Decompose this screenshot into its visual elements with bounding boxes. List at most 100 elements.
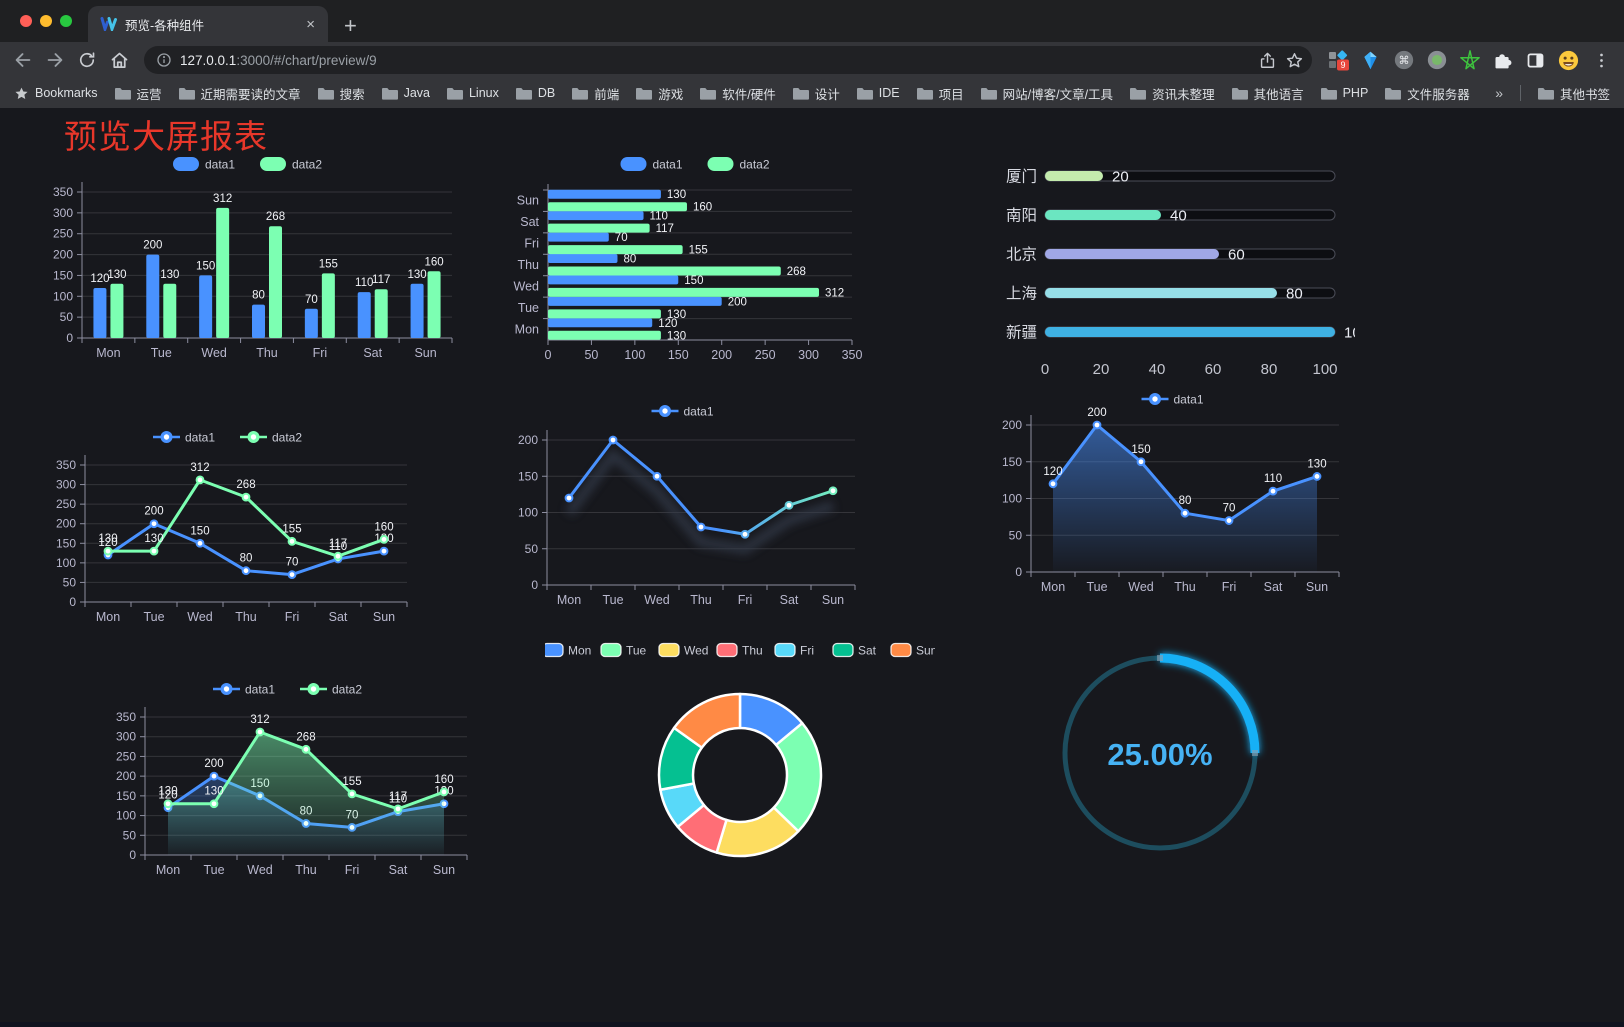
bookmark-item[interactable]: Linux	[446, 86, 499, 100]
other-bookmarks-label: 其他书签	[1559, 87, 1610, 102]
side-panel-icon[interactable]	[1520, 46, 1551, 74]
svg-text:Tue: Tue	[203, 863, 224, 877]
bookmark-item[interactable]: Java	[381, 86, 430, 100]
svg-text:150: 150	[518, 469, 538, 483]
bookmark-star-icon[interactable]	[1285, 51, 1304, 70]
gem-extension-icon[interactable]	[1355, 46, 1386, 74]
svg-text:Sun: Sun	[1306, 580, 1328, 594]
browser-tab[interactable]: 预览-各种组件 ×	[88, 6, 328, 42]
svg-text:Wed: Wed	[187, 610, 213, 624]
window-close-button[interactable]	[20, 15, 32, 27]
svg-text:100: 100	[1344, 325, 1355, 342]
star-extension-icon[interactable]	[1454, 46, 1485, 74]
grouped-bar-chart[interactable]: data1 data2 0 50 100 150 200 250 300 350 Mon Tue Wed…	[40, 150, 460, 375]
svg-text:160: 160	[434, 774, 453, 786]
bookmarks-overflow-chevrons[interactable]: »	[1495, 85, 1503, 101]
bookmark-item[interactable]: 资讯未整理	[1130, 84, 1215, 103]
bookmark-item[interactable]: 软件/硬件	[700, 84, 776, 103]
svg-text:Sun: Sun	[822, 593, 844, 607]
svg-text:130: 130	[204, 786, 223, 798]
folder-icon	[916, 87, 933, 100]
bookmark-item[interactable]: PHP	[1320, 86, 1368, 100]
svg-text:Mon: Mon	[557, 593, 581, 607]
folder-icon	[792, 87, 809, 100]
folder-icon	[1130, 87, 1147, 100]
extensions-puzzle-icon[interactable]	[1487, 46, 1518, 74]
new-tab-button[interactable]: +	[344, 13, 357, 38]
area-chart-two-series[interactable]: data1 data2 0 50 100 150 200 250 300 350 Mon Tue Wed…	[105, 665, 475, 890]
city-progress-canvas: 厦门 20 南阳 40 北京 60 上海 80 新疆 100 0 20 40 60 80 100	[1006, 168, 1369, 379]
svg-text:80: 80	[252, 290, 265, 302]
donut-chart[interactable]: Mon Tue Wed Thu Fri Sat Sun	[542, 630, 937, 892]
url-host: 127.0.0.1	[180, 52, 237, 68]
svg-text:70: 70	[615, 232, 628, 244]
svg-text:Tue: Tue	[1086, 580, 1107, 594]
svg-text:Tue: Tue	[151, 346, 172, 360]
bookmark-item[interactable]: 其他语言	[1231, 84, 1304, 103]
svg-text:155: 155	[342, 776, 361, 788]
svg-text:350: 350	[842, 348, 863, 362]
gauge-chart[interactable]: 25.00%	[1045, 630, 1275, 880]
folder-icon	[856, 87, 873, 100]
area-chart-single-series[interactable]: data1 0 50 100 150 200 Mon Tue Wed Thu Fri Sat Sun 12…	[995, 385, 1355, 597]
svg-text:Sun: Sun	[414, 346, 436, 360]
svg-text:70: 70	[286, 557, 299, 569]
back-icon[interactable]	[8, 45, 38, 75]
forward-icon[interactable]	[40, 45, 70, 75]
window-zoom-button[interactable]	[60, 15, 72, 27]
record-extension-icon[interactable]	[1421, 46, 1452, 74]
svg-text:200: 200	[53, 248, 73, 262]
folder-icon	[980, 87, 997, 100]
svg-text:130: 130	[160, 269, 179, 281]
svg-text:Thu: Thu	[690, 593, 712, 607]
bookmark-item[interactable]: 网站/博客/文章/工具	[980, 84, 1113, 103]
svg-text:350: 350	[116, 710, 136, 724]
home-icon[interactable]	[104, 45, 134, 75]
svg-text:150: 150	[1002, 455, 1022, 469]
svg-text:Sat: Sat	[363, 346, 382, 360]
bookmark-item[interactable]: 近期需要读的文章	[178, 84, 301, 103]
svg-text:Tue: Tue	[143, 610, 164, 624]
svg-text:70: 70	[305, 294, 318, 306]
reload-icon[interactable]	[72, 45, 102, 75]
line-chart-two-series[interactable]: data1 data2 0 50 100 150 200 250 300 350 Mon Tue Wed…	[45, 425, 415, 637]
window-minimize-button[interactable]	[40, 15, 52, 27]
svg-text:Fri: Fri	[738, 593, 753, 607]
svg-text:100: 100	[56, 556, 76, 570]
svg-text:120: 120	[98, 537, 117, 549]
bookmark-item[interactable]: 搜索	[317, 84, 365, 103]
svg-text:130: 130	[107, 269, 126, 281]
kebab-menu-icon[interactable]	[1586, 45, 1616, 75]
bookmark-item[interactable]: DB	[515, 86, 555, 100]
command-extension-icon[interactable]: ⌘	[1388, 46, 1419, 74]
svg-text:100: 100	[53, 289, 73, 303]
svg-text:data1: data1	[653, 157, 683, 171]
bookmarks-manager-item[interactable]: Bookmarks	[14, 86, 98, 101]
tab-close-icon[interactable]: ×	[306, 15, 315, 33]
extension-badge-icon[interactable]: 9	[1322, 46, 1353, 74]
svg-text:110: 110	[650, 211, 668, 223]
bookmark-item[interactable]: IDE	[856, 86, 900, 100]
bookmark-item[interactable]: 前端	[572, 84, 619, 103]
site-info-icon[interactable]	[156, 52, 172, 68]
gradient-line-chart[interactable]: data1 0 50 100 150 200 Mon Tue Wed Thu Fri Sat Sun	[505, 395, 865, 613]
emoji-extension-icon[interactable]	[1553, 46, 1584, 74]
bookmark-item[interactable]: 游戏	[636, 84, 683, 103]
svg-text:data1: data1	[205, 157, 235, 171]
bookmark-item[interactable]: 设计	[792, 84, 840, 103]
svg-text:0: 0	[129, 848, 136, 862]
svg-text:data2: data2	[740, 157, 770, 171]
city-progress-chart[interactable]: 厦门 20 南阳 40 北京 60 上海 80 新疆 100 0 20 40 60 80 100	[995, 150, 1369, 390]
bookmark-item[interactable]: 文件服务器	[1385, 84, 1470, 103]
share-icon[interactable]	[1258, 51, 1277, 70]
url-bar[interactable]: 127.0.0.1:3000/#/chart/preview/9	[144, 46, 1312, 74]
svg-text:Thu: Thu	[295, 863, 317, 877]
horizontal-bar-chart[interactable]: data1 data2 0 50 100 150 200 250 300 350 Mon Tue Wed…	[500, 150, 895, 375]
bookmark-item[interactable]: 运营	[114, 84, 162, 103]
svg-text:268: 268	[266, 211, 285, 223]
svg-text:150: 150	[668, 348, 689, 362]
bookmark-item[interactable]: 项目	[916, 84, 964, 103]
svg-text:Fri: Fri	[1222, 580, 1237, 594]
other-bookmarks-folder[interactable]: 其他书签	[1537, 84, 1610, 103]
svg-text:350: 350	[53, 185, 73, 199]
